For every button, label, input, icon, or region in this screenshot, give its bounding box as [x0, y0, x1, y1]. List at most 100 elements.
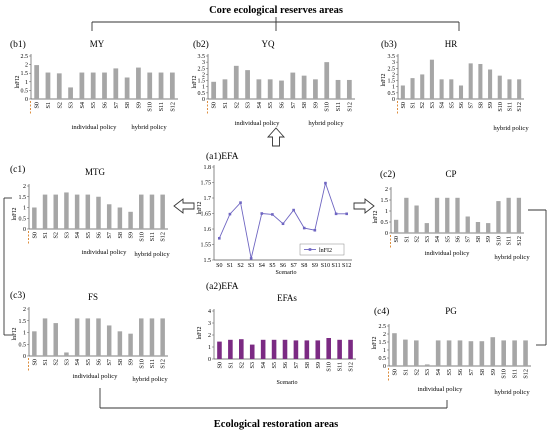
bar-S2	[233, 65, 239, 99]
y-tick-label: 2	[23, 307, 26, 313]
bar-S1	[42, 194, 48, 229]
y-tick-label: 1	[23, 331, 26, 337]
point-S4	[260, 212, 264, 215]
x-tick-label: S3	[63, 232, 70, 239]
x-tick-label: S9	[312, 102, 319, 109]
bar-S6	[455, 197, 460, 233]
x-tick-label: S0	[31, 232, 38, 239]
bar-S8	[117, 331, 123, 356]
bar-S0	[392, 333, 397, 366]
y-tick-label: 1.55	[201, 243, 212, 249]
chart-panel-b1: (b1) MY lnFI2 individual policy hybrid p…	[10, 39, 178, 131]
bar-S7	[465, 216, 470, 233]
y-tick-label: 2	[208, 333, 211, 339]
bar-S11	[506, 197, 511, 233]
x-tick-label: S6	[96, 232, 103, 239]
y-tick-label: 1.6	[204, 227, 212, 233]
x-tick-label: S2	[53, 232, 60, 239]
x-tick-label: S8	[477, 102, 484, 109]
bar-S6	[458, 85, 464, 99]
header-core-reserves: Core ecological reserves areas	[209, 5, 343, 16]
y-tick-label: 1.65	[201, 212, 212, 218]
chart-title: YQ	[262, 39, 275, 49]
x-tick-label: S2	[233, 102, 240, 109]
bar-S3	[245, 70, 250, 99]
chart-panel-c3: (c3) FS lnFI2 individual policy hybrid p…	[10, 290, 168, 383]
bar-S0	[211, 81, 217, 99]
x-tick-label: S1	[42, 232, 49, 239]
x-tick-label: S10	[138, 359, 145, 369]
bar-S1	[222, 79, 228, 99]
y-axis-label: lnFI2	[197, 326, 203, 339]
y-tick-label: 0	[23, 354, 26, 360]
bar-S4	[434, 197, 440, 233]
bar-S6	[457, 340, 463, 366]
x-tick-label: S7	[113, 102, 120, 109]
x-tick-label: S7	[468, 102, 475, 109]
x-tick-label: S10	[321, 263, 330, 269]
x-tick-label: S10	[501, 369, 508, 379]
x-tick-label: S7	[468, 369, 475, 376]
bar-S9	[128, 333, 133, 356]
y-tick-label: 2	[383, 332, 386, 338]
y-tick-label: 3	[208, 321, 211, 327]
x-tick-label: S3	[68, 102, 75, 109]
bar-S10	[326, 338, 331, 359]
x-tick-label: S3	[424, 369, 431, 376]
y-tick-label: 0	[208, 357, 211, 363]
legend-label: lnFI2	[319, 248, 332, 254]
x-tick-label: S2	[56, 102, 63, 109]
bar-S5	[85, 318, 91, 356]
x-tick-label: S9	[135, 102, 142, 109]
panel-label: (b1)	[10, 39, 26, 50]
y-tick-label: 1.5	[19, 195, 27, 201]
bar-S11	[149, 194, 155, 229]
x-tick-label: S12	[516, 102, 523, 112]
bar-S4	[74, 318, 80, 356]
x-tick-label: S8	[301, 263, 307, 269]
group-label-individual: individual policy	[73, 373, 119, 380]
x-tick-label: S0	[400, 102, 407, 109]
bar-S1	[45, 72, 51, 99]
x-tick-label: S6	[96, 359, 103, 366]
y-tick-label: 1.5	[379, 340, 387, 346]
x-axis-label: Scenario	[277, 380, 298, 386]
x-tick-label: S0	[393, 236, 400, 243]
chart-title: MTG	[85, 167, 106, 177]
bottom-bracket	[99, 388, 448, 409]
bar-S12	[516, 197, 522, 233]
x-tick-label: S11	[512, 369, 519, 378]
bar-S2	[239, 339, 244, 359]
y-tick-label: 3	[392, 60, 395, 66]
x-tick-label: S3	[248, 263, 254, 269]
x-tick-label: S5	[267, 102, 274, 109]
bar-S12	[160, 318, 165, 356]
bar-S6	[282, 339, 288, 359]
x-tick-label: S1	[402, 369, 409, 376]
x-tick-label: S12	[169, 102, 176, 112]
x-tick-label: S12	[160, 359, 167, 369]
bar-S10	[496, 201, 501, 233]
bar-S3	[64, 192, 69, 229]
bar-S3	[68, 87, 73, 99]
arrow-up-icon	[266, 127, 286, 147]
x-tick-label: S7	[465, 236, 472, 243]
bar-S4	[260, 339, 266, 359]
y-tick-label: 0	[383, 364, 386, 370]
x-tick-label: S11	[506, 102, 513, 111]
x-tick-label: S8	[475, 236, 482, 243]
bar-S9	[313, 79, 318, 99]
x-tick-label: S6	[458, 102, 465, 109]
bar-S8	[304, 340, 310, 359]
x-tick-label: S3	[429, 102, 436, 109]
y-axis-label: lnFI2	[15, 75, 21, 88]
chart-title: PG	[445, 306, 457, 316]
bar-S1	[403, 339, 408, 366]
bar-S11	[158, 72, 164, 99]
bar-S8	[475, 222, 481, 233]
x-tick-label: S7	[106, 232, 113, 239]
y-tick-label: 2.5	[388, 66, 396, 72]
y-tick-label: 4	[208, 309, 211, 315]
x-tick-label: S9	[128, 359, 135, 366]
group-label-individual: individual policy	[425, 250, 471, 257]
